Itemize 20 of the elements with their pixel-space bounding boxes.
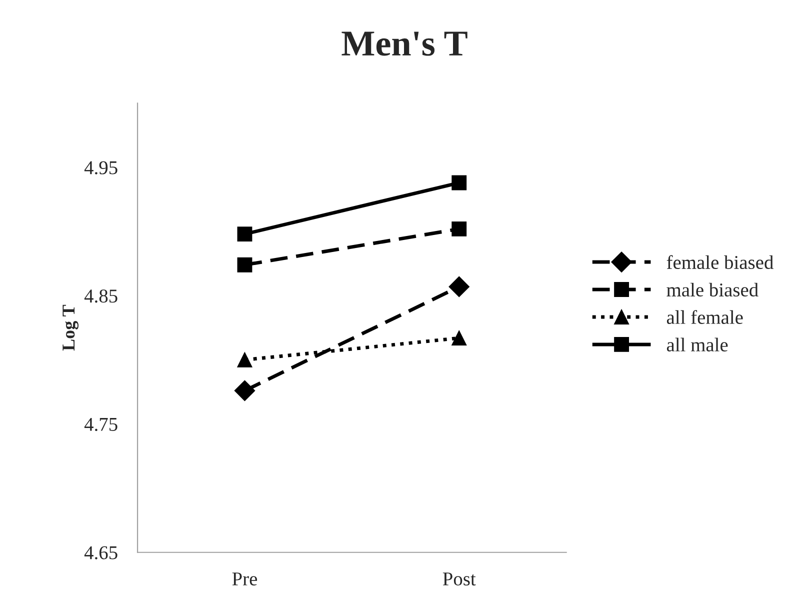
point <box>234 380 256 402</box>
point <box>452 330 467 346</box>
y-tick-label: 4.75 <box>84 418 118 432</box>
x-tick-label: Post <box>442 572 476 586</box>
y-tick-label: 4.95 <box>84 161 118 174</box>
point <box>448 276 470 298</box>
legend-label: all male <box>666 338 728 352</box>
point <box>237 257 252 272</box>
x-tick-label: Pre <box>232 572 258 586</box>
legend-label: all female <box>666 310 743 324</box>
legend-label: male biased <box>666 282 758 297</box>
chart-title: Men's T <box>342 32 468 56</box>
y-tick-label: 4.85 <box>84 290 118 303</box>
point <box>452 221 467 236</box>
legend-label: female biased <box>666 255 774 270</box>
point <box>452 175 467 190</box>
y-tick-label: 4.65 <box>84 546 118 560</box>
point <box>237 226 252 242</box>
point <box>237 352 252 368</box>
y-axis-title: Log T <box>62 304 78 351</box>
